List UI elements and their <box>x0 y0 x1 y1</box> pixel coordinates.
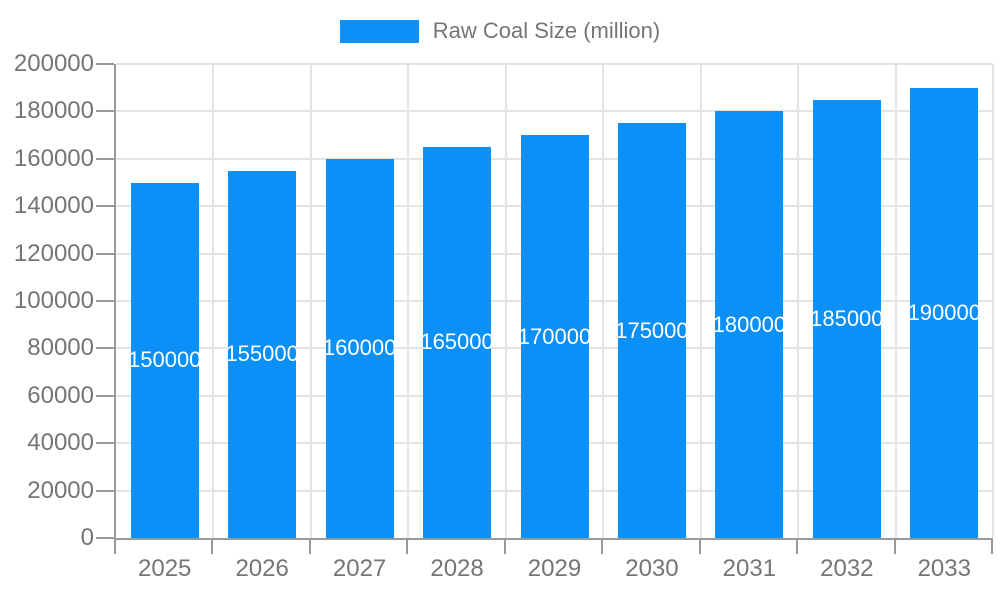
x-tick-label: 2031 <box>722 555 777 582</box>
h-gridline <box>116 63 993 65</box>
y-tick-label: 0 <box>80 524 94 551</box>
y-axis-tick <box>96 205 114 208</box>
y-axis-tick <box>96 63 114 65</box>
bar-value-label: 150000 <box>130 347 199 373</box>
x-tick-label: 2029 <box>527 555 582 582</box>
bar: 170000 <box>520 135 589 538</box>
v-gridline <box>407 64 410 538</box>
bar-value-label: 175000 <box>617 317 686 343</box>
y-axis-tick <box>96 252 114 255</box>
v-gridline <box>992 64 994 538</box>
x-tick-label: 2026 <box>235 555 289 582</box>
x-axis-tick <box>796 538 799 554</box>
y-axis-line <box>114 64 116 540</box>
y-axis-tick <box>96 157 114 160</box>
bar: 155000 <box>228 170 297 538</box>
x-axis-tick <box>698 538 701 554</box>
y-axis-tick <box>96 300 114 302</box>
v-gridline <box>504 64 507 538</box>
bar-value-label: 155000 <box>228 341 297 367</box>
x-axis-tick <box>406 538 409 554</box>
x-axis-tick <box>601 538 604 554</box>
v-gridline <box>212 64 215 538</box>
h-gridline <box>116 110 993 113</box>
bar-value-label: 170000 <box>520 323 589 349</box>
bar: 175000 <box>617 123 686 538</box>
bar: 165000 <box>423 146 492 538</box>
legend-label: Raw Coal Size (million) <box>432 18 661 43</box>
v-gridline <box>699 64 702 538</box>
bar: 160000 <box>325 158 394 538</box>
y-tick-label: 80000 <box>27 334 94 362</box>
y-axis-tick <box>96 442 114 445</box>
y-tick-label: 120000 <box>13 239 94 267</box>
bar-value-label: 160000 <box>325 335 394 361</box>
x-tick-label: 2027 <box>332 555 387 582</box>
y-axis-tick <box>96 489 114 492</box>
v-gridline <box>894 64 897 538</box>
y-tick-label: 140000 <box>13 192 94 220</box>
x-tick-label: 2028 <box>430 555 484 582</box>
x-tick-label: 2025 <box>138 555 192 582</box>
y-axis-tick <box>96 347 114 350</box>
x-axis-tick <box>211 538 214 554</box>
y-tick-label: 40000 <box>27 429 94 457</box>
y-tick-label: 160000 <box>13 144 94 172</box>
y-tick-label: 200000 <box>13 50 94 77</box>
bar: 150000 <box>130 182 199 538</box>
bar: 180000 <box>715 111 784 538</box>
v-gridline <box>602 64 605 538</box>
v-gridline <box>797 64 800 538</box>
v-gridline <box>309 64 312 538</box>
x-axis-tick <box>114 538 116 554</box>
x-tick-label: 2033 <box>917 555 971 582</box>
x-tick-label: 2032 <box>820 555 874 582</box>
y-tick-label: 20000 <box>27 476 94 504</box>
y-tick-label: 60000 <box>27 381 94 409</box>
y-axis-tick <box>96 110 114 113</box>
y-axis-tick <box>96 394 114 397</box>
bar-value-label: 165000 <box>423 329 492 355</box>
bar: 190000 <box>910 87 979 538</box>
legend[interactable]: Raw Coal Size (million) <box>0 18 1000 44</box>
bar-value-label: 185000 <box>812 305 881 331</box>
y-axis-tick <box>96 537 114 539</box>
legend-swatch <box>339 19 419 43</box>
bar-value-label: 180000 <box>715 311 784 337</box>
x-axis-tick <box>308 538 311 554</box>
bar-value-label: 190000 <box>910 299 979 325</box>
x-tick-label: 2030 <box>625 555 679 582</box>
x-axis-tick <box>991 538 993 554</box>
y-tick-label: 180000 <box>13 97 94 125</box>
x-axis-tick <box>503 538 506 554</box>
bar: 185000 <box>812 99 881 538</box>
y-tick-label: 100000 <box>13 287 94 314</box>
x-axis-tick <box>893 538 896 554</box>
x-axis-line <box>114 538 993 540</box>
